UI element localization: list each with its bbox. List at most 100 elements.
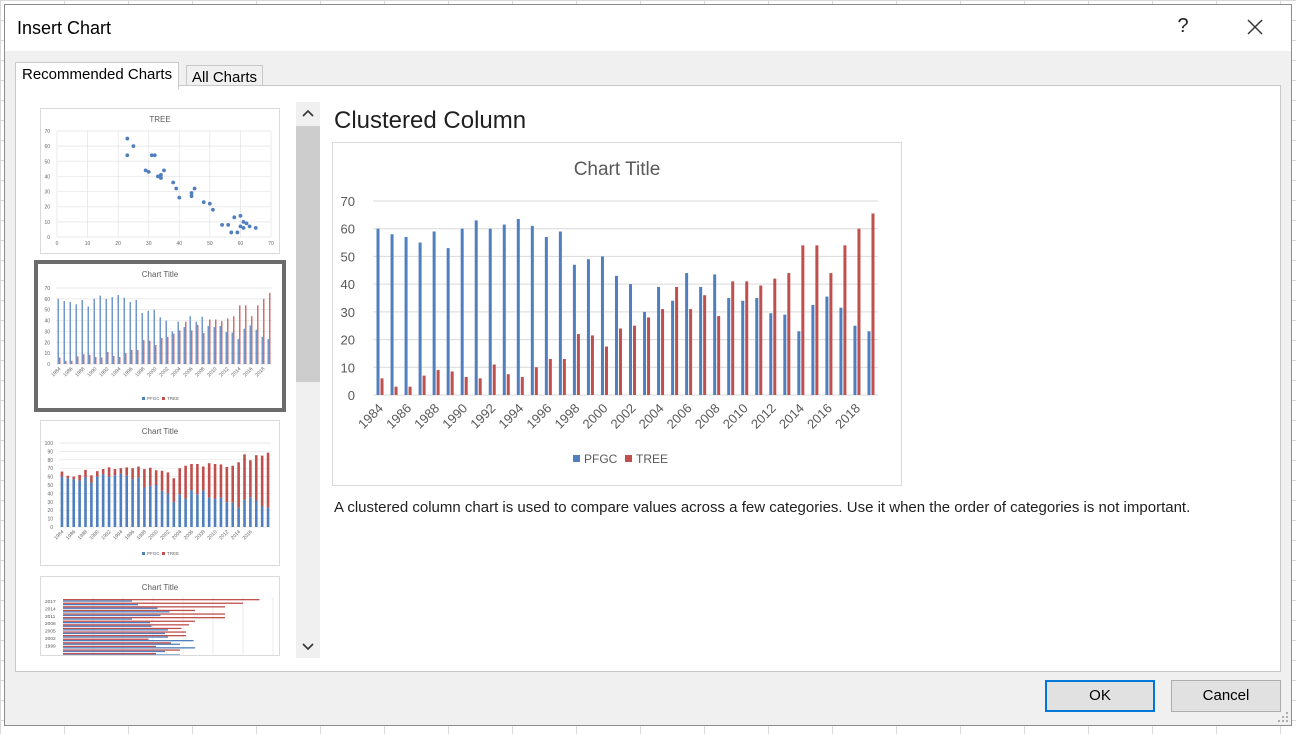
thumbnail-stacked-column-chart[interactable]: Chart Title 0 10 20 30 40 50 60 70 80 90 100 1984 198…	[40, 420, 280, 566]
ok-button[interactable]: OK	[1045, 680, 1155, 712]
thumb-x-tick: 2010	[206, 529, 218, 541]
thumb-y-tick: 0	[50, 525, 53, 531]
thumbnail-horizontal-bar-chart[interactable]: Chart Title 2017 2014 2011 2008 2005 2002 1999	[40, 576, 280, 656]
bar-pfgc	[558, 231, 562, 395]
thumbnail-scrollbar[interactable]	[296, 102, 320, 658]
thumb-bar-tree	[131, 349, 133, 364]
thumb-x-tick: 30	[146, 241, 152, 247]
thumb-x-tick: 50	[207, 241, 213, 247]
thumb-x-tick: 1996	[122, 366, 134, 378]
thumb-chart-title: Chart Title	[142, 427, 179, 436]
thumb-stack-pfgc	[95, 476, 99, 527]
thumb-y-tick: 30	[44, 190, 50, 196]
bar-tree	[478, 378, 482, 395]
thumb-y-tick: 0	[47, 235, 50, 241]
thumb-y-tick: 70	[44, 286, 50, 292]
thumb-bar-pfgc	[63, 301, 65, 364]
thumb-x-tick: 1984	[50, 366, 62, 378]
thumb-legend-label: TREE	[167, 551, 179, 556]
thumb-bar-tree	[245, 305, 247, 364]
thumb-y-tick: 40	[44, 319, 50, 325]
y-tick-label: 10	[341, 360, 355, 375]
thumb-stack-pfgc	[107, 476, 111, 527]
thumb-x-tick: 60	[238, 241, 244, 247]
thumb-y-tick: 70	[47, 466, 53, 472]
thumbnail-clustered-column-chart[interactable]: Chart Title 0 10 20 30 40 50 60 70 1984 1986 1988 19…	[34, 260, 286, 412]
x-tick-label: 1992	[467, 401, 498, 432]
thumb-y-tick: 30	[44, 329, 50, 335]
thumb-x-tick: 2016	[242, 529, 254, 541]
thumb-bar-tree	[113, 355, 115, 364]
bar-pfgc	[390, 234, 394, 395]
thumb-scatter-point	[241, 219, 246, 224]
thumb-stack-tree	[95, 471, 99, 477]
dialog-titlebar: Insert Chart ?	[5, 5, 1291, 51]
thumb-stack-tree	[107, 467, 111, 477]
cancel-button[interactable]: Cancel	[1171, 680, 1281, 712]
x-tick-label: 2010	[720, 401, 751, 432]
y-tick-label: 30	[341, 305, 355, 320]
thumb-y-tick: 60	[44, 297, 50, 303]
thumb-chart-title: TREE	[149, 115, 170, 124]
thumb-stack-tree	[231, 465, 235, 503]
thumb-stack-tree	[154, 470, 158, 485]
bar-tree	[661, 309, 665, 395]
thumb-scatter-point	[235, 230, 240, 235]
thumb-stack-pfgc	[190, 490, 193, 527]
thumb-y-tick: 100	[45, 441, 54, 447]
thumb-stack-tree	[237, 462, 240, 508]
thumb-hbar-tree	[63, 638, 149, 640]
thumb-x-tick: 1998	[134, 366, 146, 378]
thumbnail-scatter-chart[interactable]: TREE 0 10 20 30 40 50 60 70 0 10 20 30 40 50 60 70	[40, 108, 280, 254]
thumb-stack-pfgc	[196, 494, 199, 527]
bar-pfgc	[685, 273, 689, 395]
x-tick-label: 2014	[776, 401, 807, 432]
x-tick-label: 1996	[523, 401, 554, 432]
thumb-scatter-point	[247, 224, 252, 229]
insert-chart-dialog: Insert Chart ? Recommended Charts All Ch…	[4, 4, 1292, 726]
bar-pfgc	[671, 300, 675, 395]
thumb-y-tick: 50	[47, 483, 53, 489]
thumb-stack-tree	[201, 466, 205, 491]
help-button[interactable]: ?	[1177, 15, 1189, 37]
bar-tree	[436, 370, 440, 395]
bar-pfgc	[657, 286, 661, 395]
thumb-x-tick: 1988	[77, 529, 89, 541]
thumb-stack-pfgc	[237, 507, 240, 527]
thumb-hbar-pfgc	[63, 629, 168, 631]
thumb-scatter-point	[155, 174, 160, 179]
resize-grip-icon[interactable]	[1277, 711, 1289, 723]
bar-pfgc	[502, 224, 506, 395]
thumb-legend-swatch-tree	[162, 397, 165, 400]
thumb-bar-tree	[167, 336, 169, 364]
x-tick-label: 2016	[804, 401, 835, 432]
thumb-y-tick: 20	[47, 508, 53, 514]
thumb-hbar-pfgc	[63, 636, 168, 638]
thumb-scatter-point	[171, 180, 176, 185]
thumb-stack-pfgc	[260, 506, 264, 527]
thumb-hbar-pfgc	[63, 600, 132, 602]
thumb-x-tick: 20	[115, 241, 121, 247]
tab-recommended-charts[interactable]: Recommended Charts	[15, 62, 180, 89]
thumb-bar-pfgc	[171, 331, 173, 364]
thumb-x-tick: 2012	[218, 529, 230, 541]
bar-tree	[422, 375, 426, 395]
thumb-bar-pfgc	[255, 329, 257, 364]
thumb-bar-tree	[143, 340, 145, 364]
thumb-stack-tree	[137, 466, 140, 478]
thumb-scatter-point	[201, 200, 206, 205]
bar-pfgc	[825, 296, 829, 395]
thumb-scatter-point	[143, 168, 148, 173]
thumb-scatter-point	[229, 230, 234, 235]
scroll-down-button[interactable]	[296, 634, 320, 658]
bar-tree	[745, 281, 749, 395]
close-button[interactable]	[1241, 13, 1269, 41]
bar-pfgc	[530, 225, 534, 395]
bar-pfgc	[853, 325, 857, 395]
thumb-x-tick: 1986	[65, 529, 77, 541]
legend-swatch-tree	[625, 455, 632, 462]
thumb-x-tick: 1994	[112, 529, 124, 541]
scroll-up-button[interactable]	[296, 102, 320, 126]
thumb-stack-pfgc	[166, 493, 170, 527]
scrollbar-thumb[interactable]	[296, 126, 320, 382]
